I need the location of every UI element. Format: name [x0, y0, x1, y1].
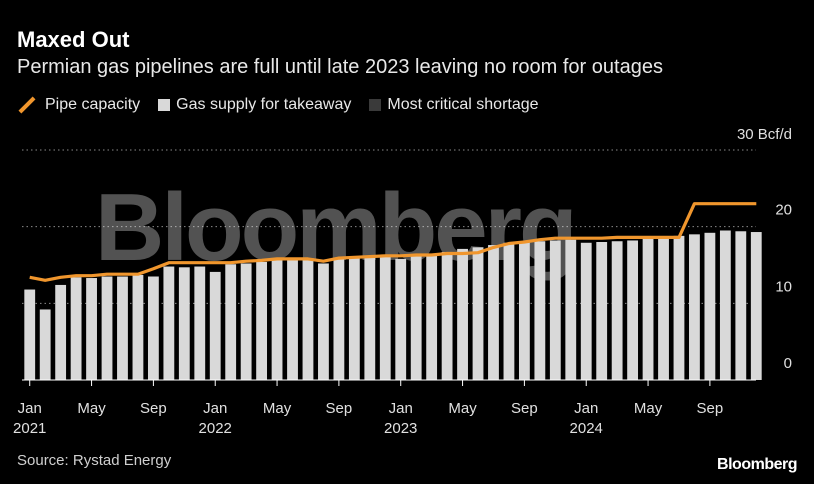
- bar-gas-supply: [549, 240, 561, 380]
- bar-gas-supply: [225, 264, 237, 380]
- x-tick-label: May: [77, 400, 106, 417]
- bar-gas-supply: [178, 267, 190, 380]
- bar-gas-supply: [117, 276, 128, 380]
- x-tick-label: May: [634, 400, 663, 417]
- bar-gas-supply: [580, 242, 592, 380]
- legend-item-pipe-capacity: Pipe capacity: [17, 96, 140, 114]
- legend-label-gas-supply: Gas supply for takeaway: [176, 96, 352, 113]
- bar-gas-supply: [55, 284, 67, 380]
- y-tick-label: 30 Bcf/d: [737, 126, 792, 143]
- bar-gas-supply: [240, 263, 252, 380]
- x-year-label: 2021: [13, 420, 46, 437]
- bar-gas-supply: [518, 242, 530, 380]
- x-tick-label: Sep: [326, 400, 353, 417]
- bar-gas-supply: [86, 278, 97, 380]
- y-tick-label: 10: [775, 278, 792, 295]
- bar-gas-supply: [658, 238, 669, 380]
- bar-gas-supply: [441, 251, 453, 380]
- bloomberg-logo: Bloomberg: [717, 456, 797, 473]
- x-tick-label: Jan: [203, 400, 227, 417]
- x-tick-label: May: [448, 400, 477, 417]
- bar-gas-supply: [735, 231, 747, 380]
- bar-gas-supply: [101, 276, 113, 380]
- bar-gas-supply: [271, 260, 283, 380]
- bar-gas-supply: [534, 241, 546, 380]
- bar-gas-supply: [333, 258, 345, 380]
- chart-title: Maxed Out: [17, 27, 130, 52]
- x-tick-label: Jan: [18, 400, 42, 417]
- bar-gas-supply: [70, 277, 82, 380]
- x-tick-label: Sep: [511, 400, 538, 417]
- bar-gas-supply: [209, 271, 221, 380]
- bar-gas-supply: [395, 258, 407, 380]
- shortage-swatch: [369, 99, 382, 111]
- bar-gas-supply: [302, 258, 314, 380]
- legend-item-gas-supply: Gas supply for takeaway: [158, 96, 351, 114]
- bar-gas-supply: [719, 230, 731, 380]
- bar-gas-supply: [503, 242, 515, 380]
- bar-gas-supply: [673, 235, 685, 380]
- bar-gas-supply: [488, 245, 499, 380]
- y-tick-label: 0: [784, 355, 792, 372]
- legend-item-shortage: Most critical shortage: [369, 96, 539, 114]
- x-year-label: 2024: [570, 420, 603, 437]
- bar-gas-supply: [132, 274, 144, 380]
- x-tick-label: May: [263, 400, 292, 417]
- source-note: Source: Rystad Energy: [17, 452, 172, 469]
- bar-gas-supply: [287, 259, 298, 380]
- bar-gas-supply: [565, 239, 577, 380]
- bar-gas-supply: [256, 261, 268, 380]
- legend-label-shortage: Most critical shortage: [387, 96, 539, 113]
- bar-gas-supply: [750, 232, 762, 380]
- x-year-label: 2022: [199, 420, 232, 437]
- x-tick-label: Sep: [697, 400, 724, 417]
- bar-gas-supply: [611, 241, 623, 380]
- bar-gas-supply: [472, 247, 484, 380]
- pipe-capacity-line: [29, 202, 757, 282]
- chart-subtitle: Permian gas pipelines are full until lat…: [17, 56, 663, 78]
- bar-gas-supply: [410, 254, 422, 380]
- bar-gas-supply: [689, 234, 700, 380]
- bar-gas-supply: [194, 266, 206, 380]
- bar-gas-supply: [379, 255, 391, 380]
- x-tick-label: Jan: [389, 400, 413, 417]
- gas-supply-swatch: [158, 99, 171, 111]
- bar-gas-supply: [348, 257, 360, 380]
- bar-gas-supply: [24, 289, 36, 380]
- bar-gas-supply: [163, 266, 175, 380]
- bar-gas-supply: [39, 309, 51, 380]
- bar-gas-supply: [364, 256, 376, 380]
- y-tick-label: 20: [775, 202, 792, 219]
- bar-gas-supply: [704, 232, 716, 380]
- bar-gas-supply: [627, 240, 639, 380]
- bar-gas-supply: [318, 263, 329, 380]
- x-year-label: 2023: [384, 420, 417, 437]
- bar-gas-supply: [147, 276, 159, 380]
- bar-gas-supply: [426, 253, 438, 380]
- legend: Pipe capacity Gas supply for takeaway Mo…: [17, 96, 557, 114]
- x-tick-label: Jan: [574, 400, 598, 417]
- bar-gas-supply: [596, 242, 608, 380]
- x-tick-label: Sep: [140, 400, 167, 417]
- bar-gas-supply: [642, 238, 654, 380]
- bar-gas-supply: [457, 248, 468, 380]
- legend-label-pipe-capacity: Pipe capacity: [45, 96, 141, 113]
